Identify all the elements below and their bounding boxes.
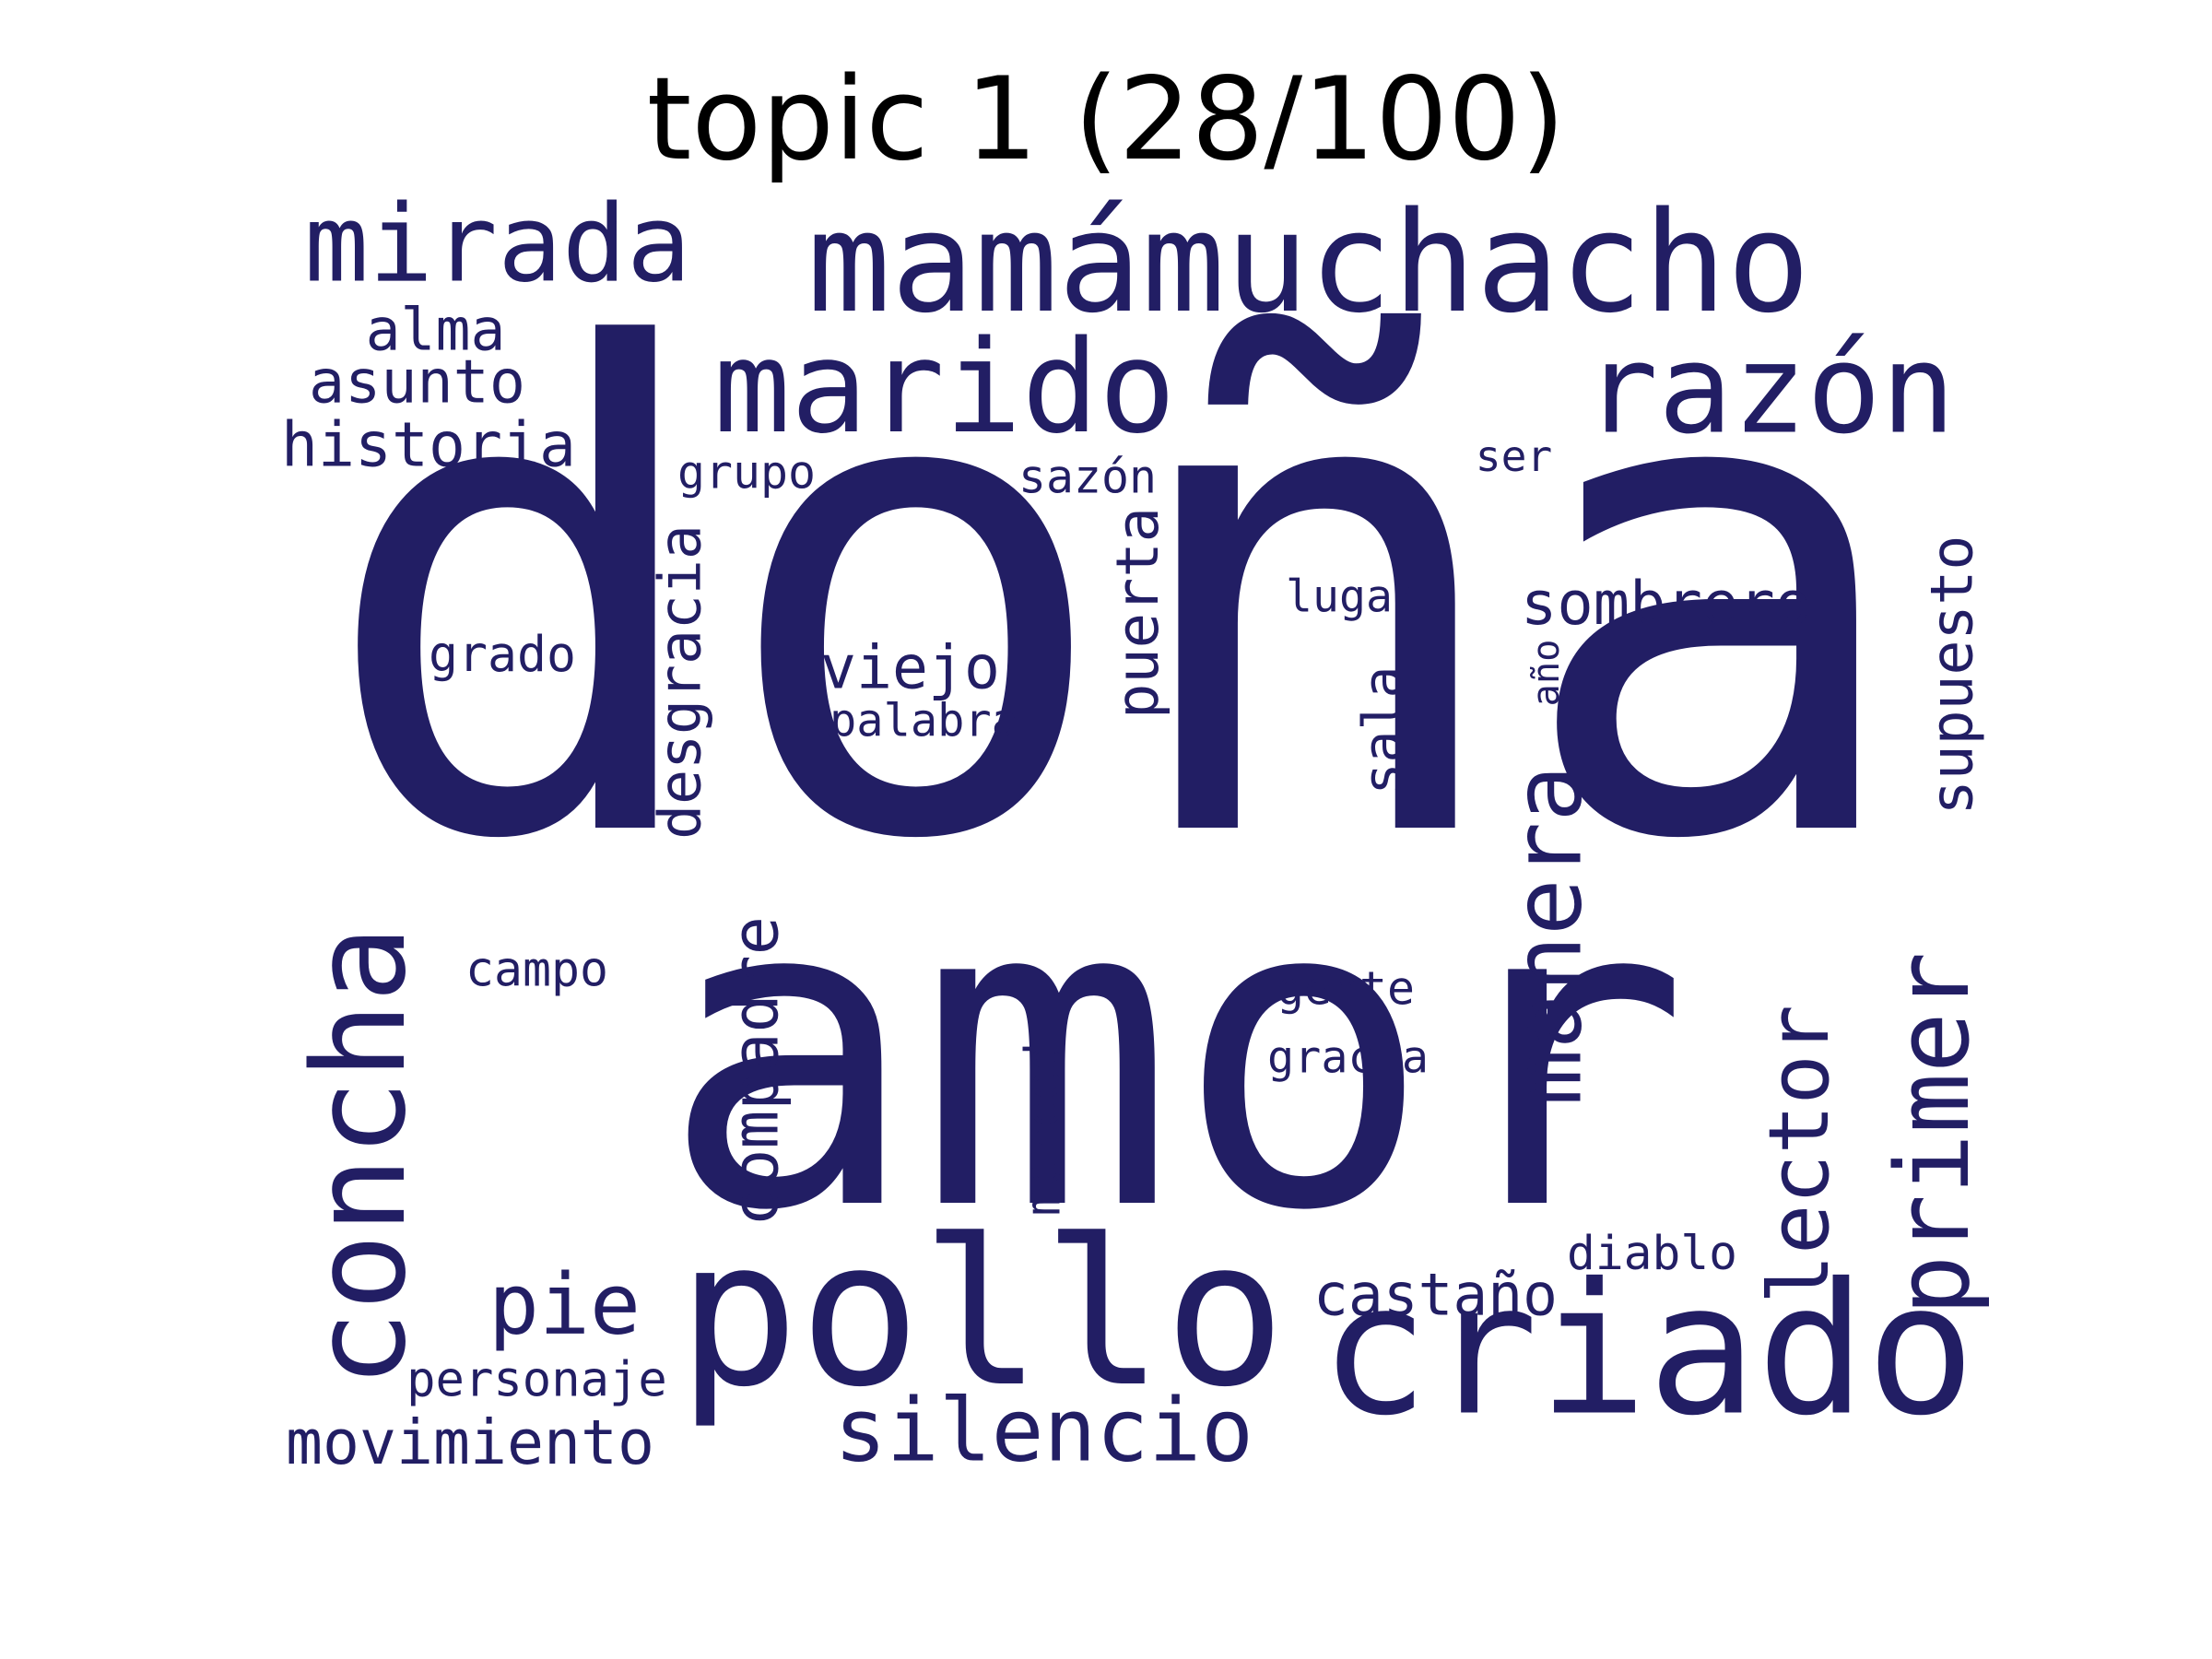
word-razon: razón <box>1583 318 1955 462</box>
word-primer: primer <box>1875 952 1992 1316</box>
word-desgracia: desgracia <box>646 524 714 840</box>
word-concha: concha <box>285 925 434 1388</box>
word-gracia: gracia <box>1267 1032 1429 1084</box>
word-marido: marido <box>713 312 1176 462</box>
word-historia: historia <box>281 409 576 481</box>
word-pie: pie <box>488 1255 641 1354</box>
word-alma: alma <box>366 296 506 364</box>
word-puerta: puerta <box>1104 507 1172 719</box>
word-asunto: asunto <box>309 348 525 418</box>
word-sazon: sazón <box>1018 451 1157 504</box>
word-sombrero: sombrero <box>1521 569 1811 639</box>
word-personaje: personaje <box>406 1353 667 1408</box>
word-merced: merced <box>1017 1042 1072 1216</box>
word-lector: lector <box>1751 1005 1848 1304</box>
word-viejo: viejo <box>820 634 1000 703</box>
word-castano: castaño <box>1313 1262 1558 1329</box>
word-supuesto: supuesto <box>1918 535 1986 816</box>
word-palabra: palabra <box>830 696 1018 747</box>
word-mamamuchacho: mamámuchacho <box>807 182 1810 344</box>
word-criado: criado <box>1320 1245 1975 1456</box>
word-compadre: compadre <box>719 916 794 1227</box>
word-dona: doña <box>318 214 1912 984</box>
word-manera: manera <box>1494 765 1604 1106</box>
word-campo: campo <box>465 943 608 998</box>
word-lugar: lugar <box>1286 571 1419 623</box>
figure-title: topic 1 (28/100) <box>646 53 1566 186</box>
word-amor: amor <box>661 806 1690 1304</box>
word-sala: sala <box>1351 666 1414 795</box>
word-pollo: pollo <box>677 1195 1286 1431</box>
word-ser: ser <box>1476 431 1553 481</box>
word-gente: gente <box>1277 962 1415 1016</box>
word-mirada: mirada <box>304 182 691 307</box>
word-diablo: diablo <box>1567 1226 1737 1281</box>
word-movimiento: movimiento <box>286 1406 654 1478</box>
word-grupo: grupo <box>677 446 816 500</box>
word-silencio: silencio <box>834 1381 1253 1482</box>
word-ano: año <box>1524 640 1568 707</box>
word-grado: grado <box>429 626 576 683</box>
